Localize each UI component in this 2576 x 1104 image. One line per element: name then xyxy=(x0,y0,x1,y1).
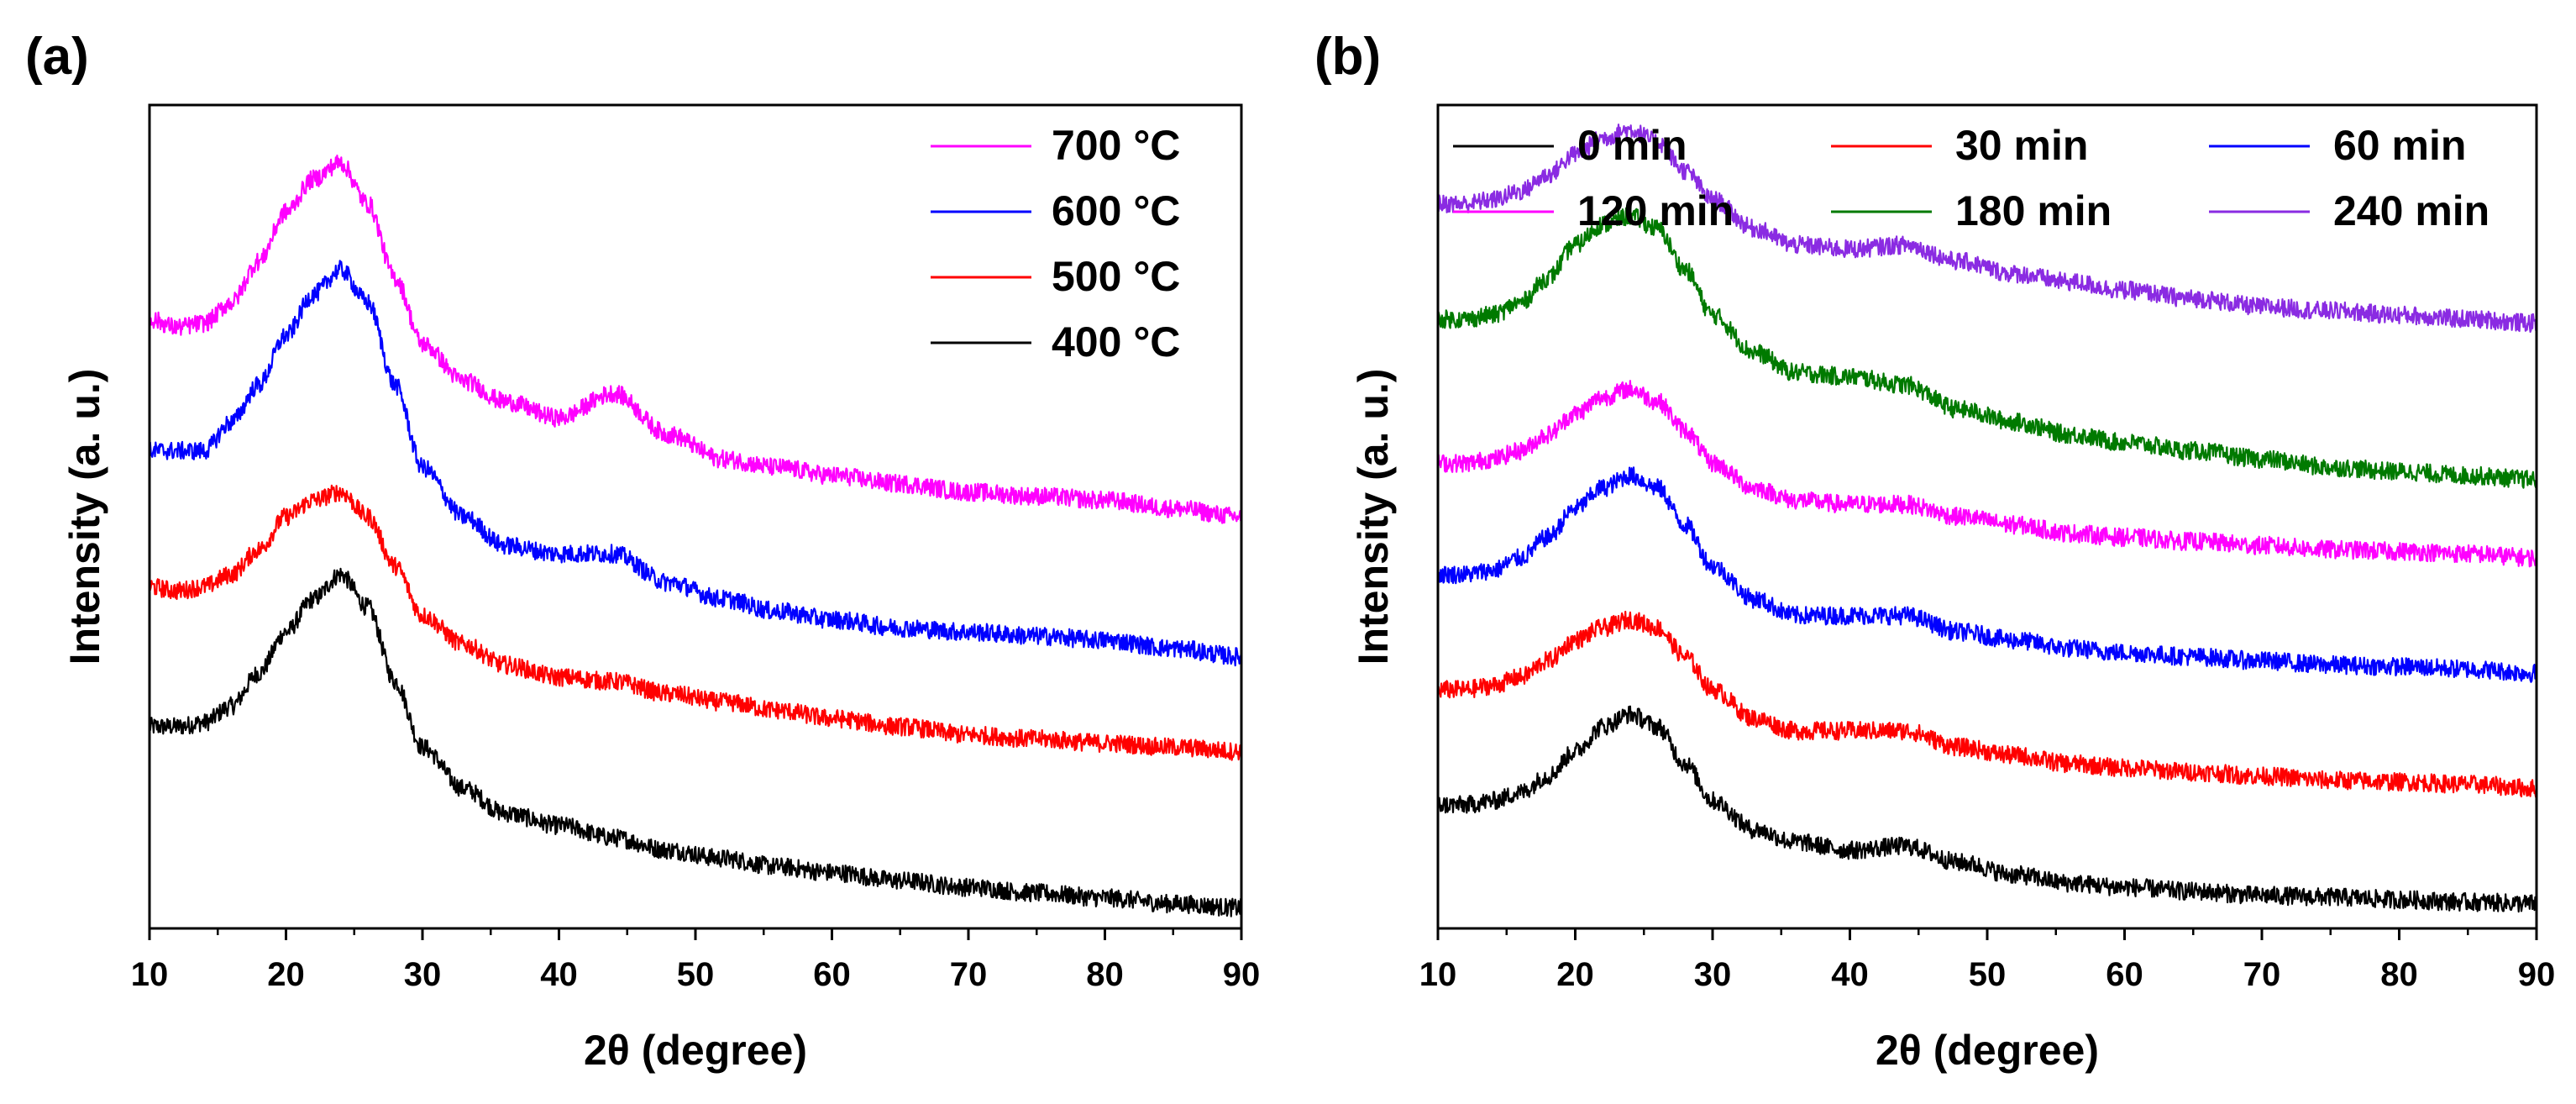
chart-panel-a: (a) 10 20 30 40 50 60 70 80 90 2θ (degree) Intensit… xyxy=(25,28,1260,1074)
chart-panel-b: (b) 10 20 30 40 50 60 70 80 90 2θ (degree) Intensit… xyxy=(1314,28,2555,1074)
series-line-400-c xyxy=(148,567,1243,917)
series-line-0-min xyxy=(1437,705,2538,913)
x-tick-label: 90 xyxy=(1223,956,1261,993)
legend-item: 60 min xyxy=(2209,122,2466,169)
legend: 700 °C 600 °C 500 °C 400 °C xyxy=(931,122,1180,365)
x-tick-label: 10 xyxy=(1419,956,1457,993)
series-line-60-min xyxy=(1436,466,2538,683)
legend-item: 240 min xyxy=(2209,187,2489,234)
legend-item: 120 min xyxy=(1453,187,1734,234)
x-tick-label: 30 xyxy=(404,956,442,993)
legend: 0 min 30 min 60 min 120 min 180 min 240 min xyxy=(1453,122,2489,234)
panel-label: (a) xyxy=(25,28,89,86)
legend-label: 400 °C xyxy=(1052,318,1180,365)
series-line-120-min xyxy=(1436,380,2538,568)
y-axis-label: Intensity (a. u.) xyxy=(61,369,108,665)
x-tick-label: 50 xyxy=(677,956,715,993)
legend-label: 120 min xyxy=(1577,187,1734,234)
panel-label: (b) xyxy=(1314,28,1381,86)
x-tick-label: 20 xyxy=(267,956,305,993)
series-line-700-c xyxy=(148,155,1243,524)
x-tick-label: 90 xyxy=(2518,956,2556,993)
series-line-500-c xyxy=(148,484,1243,761)
legend-label: 600 °C xyxy=(1052,187,1180,234)
legend-label: 500 °C xyxy=(1052,253,1180,300)
legend-label: 0 min xyxy=(1577,122,1687,169)
x-tick-label: 60 xyxy=(813,956,851,993)
x-tick-label: 80 xyxy=(2380,956,2418,993)
x-tick-label: 20 xyxy=(1556,956,1594,993)
x-tick-label: 30 xyxy=(1694,956,1732,993)
series-line-30-min xyxy=(1437,610,2538,798)
legend-item: 0 min xyxy=(1453,122,1687,169)
x-tick-label: 70 xyxy=(2243,956,2281,993)
y-axis-label: Intensity (a. u.) xyxy=(1350,369,1397,665)
legend-label: 700 °C xyxy=(1052,122,1180,169)
x-tick-label: 40 xyxy=(540,956,578,993)
series-line-240-min xyxy=(1436,124,2538,334)
x-tick-label: 60 xyxy=(2106,956,2143,993)
legend-item: 600 °C xyxy=(931,187,1180,234)
x-tick-label: 80 xyxy=(1086,956,1124,993)
legend-item: 30 min xyxy=(1831,122,2088,169)
series-line-600-c xyxy=(148,260,1243,667)
x-axis-label: 2θ (degree) xyxy=(584,1027,807,1074)
legend-label: 240 min xyxy=(2333,187,2489,234)
x-tick-label: 50 xyxy=(1969,956,2007,993)
legend-label: 180 min xyxy=(1955,187,2112,234)
legend-item: 180 min xyxy=(1831,187,2112,234)
x-tick-label: 70 xyxy=(950,956,988,993)
series-line-180-min xyxy=(1437,207,2538,489)
legend-label: 30 min xyxy=(1955,122,2088,169)
legend-item: 400 °C xyxy=(931,318,1180,365)
legend-item: 700 °C xyxy=(931,122,1180,169)
x-tick-label: 10 xyxy=(131,956,169,993)
legend-label: 60 min xyxy=(2333,122,2466,169)
x-tick-label: 40 xyxy=(1831,956,1869,993)
legend-item: 500 °C xyxy=(931,253,1180,300)
x-axis-label: 2θ (degree) xyxy=(1876,1027,2099,1074)
